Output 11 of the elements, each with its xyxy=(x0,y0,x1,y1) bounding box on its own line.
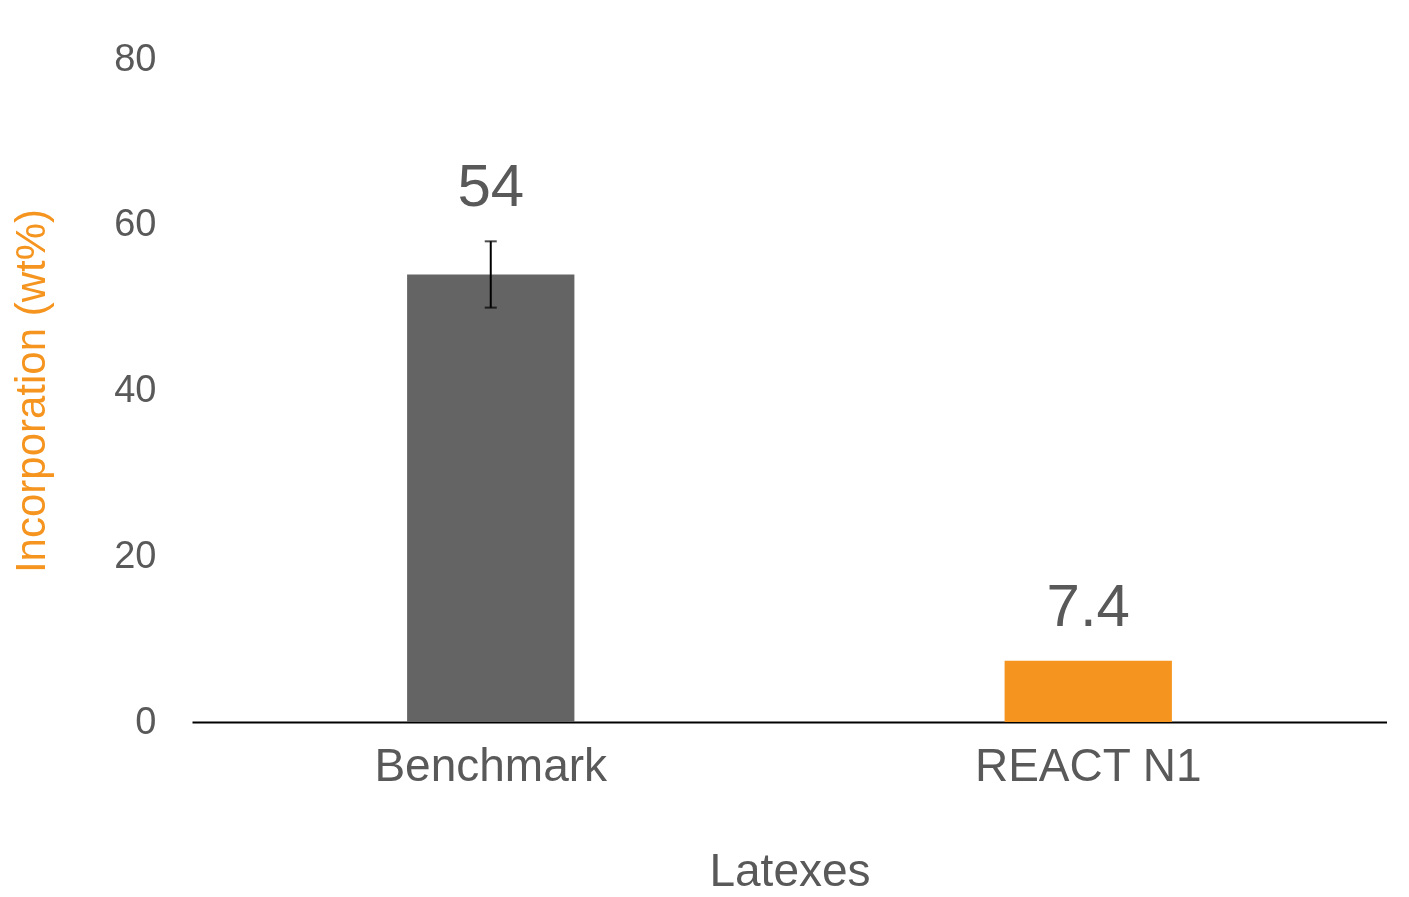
data-label: 7.4 xyxy=(1046,571,1130,639)
y-tick-label: 40 xyxy=(114,368,157,410)
data-label: 54 xyxy=(457,152,525,220)
x-tick-label: REACT N1 xyxy=(974,738,1202,791)
y-axis-title: Incorporation (wt%) xyxy=(7,208,55,574)
x-tick-label: Benchmark xyxy=(374,738,609,791)
y-tick-label: 60 xyxy=(114,202,157,245)
y-tick-label: 0 xyxy=(135,699,157,742)
x-axis-title: Latexes xyxy=(709,843,871,896)
y-tick-label: 80 xyxy=(114,36,157,79)
y-tick-label: 20 xyxy=(114,533,157,576)
